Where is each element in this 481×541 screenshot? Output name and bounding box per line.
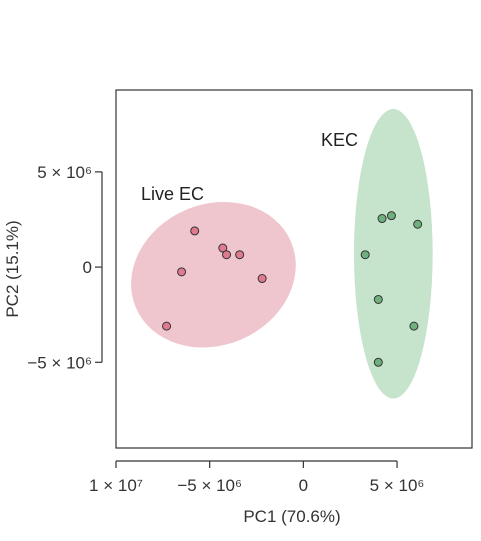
live-ec-point [235,250,245,260]
kec-point [386,211,396,221]
y-tick-label: 0 [83,258,92,277]
data-points [162,211,423,367]
y-axis-title: PC2 (15.1%) [3,220,22,317]
live-ec-point [177,267,187,277]
group-labels: Live EC KEC [141,130,358,204]
x-tick-label: 0 [299,476,308,495]
y-tick-label: 5 × 10⁶ [37,163,92,182]
kec-point [413,219,423,229]
kec-label: KEC [321,130,358,150]
kec-point [373,294,383,304]
live-ec-point [190,226,200,236]
kec-point [373,357,383,367]
live-ec-point [222,250,232,260]
x-axis-title: PC1 (70.6%) [243,507,340,526]
live-ec-point [162,321,172,331]
x-axis-ticks: 1 × 10⁷ −5 × 10⁶ 0 5 × 10⁶ [89,460,425,495]
live-ec-point [218,243,228,253]
live-ec-label: Live EC [141,184,204,204]
live-ec-point [257,274,267,284]
kec-point [360,250,370,260]
y-tick-label: −5 × 10⁶ [27,353,92,372]
x-tick-label: 1 × 10⁷ [89,476,143,495]
plot-frame [115,89,473,449]
y-axis-ticks: −5 × 10⁶ 0 5 × 10⁶ [27,163,103,372]
confidence-ellipses [131,109,433,399]
kec-point [377,214,387,224]
x-tick-label: 5 × 10⁶ [370,476,425,495]
live-ec-ellipse [131,201,296,348]
kec-point [409,321,419,331]
x-tick-label: −5 × 10⁶ [177,476,242,495]
